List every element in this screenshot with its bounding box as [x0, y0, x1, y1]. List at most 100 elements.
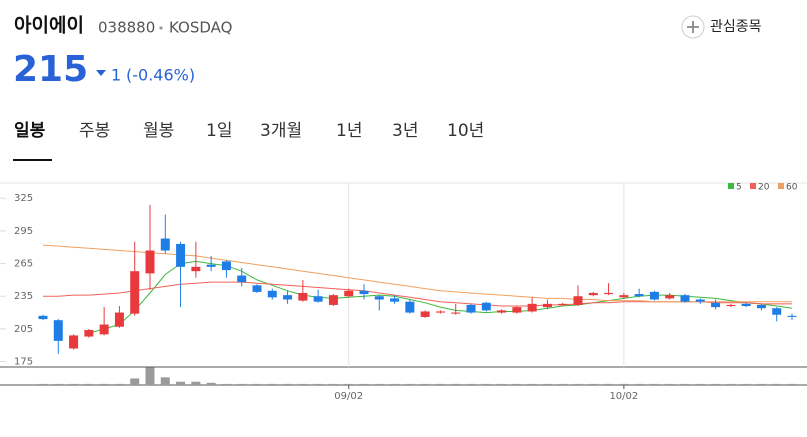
candle-body [573, 296, 583, 305]
candle-body [191, 266, 201, 272]
volume-bar [84, 383, 94, 385]
tabs: 일봉 주봉 월봉 1일 3개월 1년 3년 10년 [14, 121, 484, 141]
candle-body [38, 315, 48, 320]
stock-code: 038880 [98, 19, 155, 37]
volume-bar [741, 383, 751, 385]
volume-bar [680, 383, 690, 385]
volume-bar [374, 383, 384, 385]
candle-body [252, 285, 262, 292]
tab[interactable]: 일봉 [14, 121, 46, 141]
candle-body [344, 290, 354, 297]
candle-body [84, 329, 94, 337]
volume-bar [558, 383, 568, 385]
candle-body [130, 271, 140, 314]
watch-label: 관심종목 [710, 19, 762, 35]
legend-swatch [778, 183, 784, 189]
tab[interactable]: 3년 [392, 121, 418, 141]
ma-line [42, 244, 792, 303]
candle-body [176, 243, 186, 267]
volume-bar [69, 383, 79, 385]
volume-bar [726, 383, 736, 385]
ma-line [88, 260, 793, 334]
volume-bar [542, 383, 552, 385]
candle-body [53, 320, 63, 341]
tab[interactable]: 1일 [206, 121, 232, 141]
tab[interactable]: 주봉 [79, 121, 110, 141]
price: 215 [13, 49, 88, 90]
plus [687, 21, 699, 33]
volume-bar [665, 383, 675, 385]
y-tick-label: 205 [14, 324, 33, 335]
volume-bar [99, 383, 109, 385]
legend-swatch [750, 183, 756, 189]
y-tick-label: 175 [14, 357, 33, 368]
volume-bar [604, 383, 614, 385]
tab-underline [13, 159, 52, 161]
volume-bar [160, 377, 170, 385]
volume-bar [267, 383, 277, 385]
candle-body [756, 304, 766, 309]
volume-bar [390, 383, 400, 385]
volume-bar [130, 378, 140, 385]
volume-bar [191, 381, 201, 385]
tab[interactable]: 3개월 [260, 121, 302, 141]
tab[interactable]: 10년 [447, 121, 484, 141]
volume-bar [481, 383, 491, 385]
candle-body [634, 294, 644, 297]
candle-body [527, 303, 537, 312]
watch-icon [681, 15, 705, 39]
volume-bar [634, 383, 644, 385]
volume-bar [573, 383, 583, 385]
watch-button[interactable]: 관심종목 [681, 15, 762, 39]
candle-body [665, 295, 675, 299]
candle-body [604, 292, 614, 295]
volume-bar [313, 383, 323, 385]
candle-body [69, 335, 79, 349]
y-tick-label: 325 [14, 193, 33, 204]
candle-body [711, 302, 721, 308]
candle-body [99, 324, 109, 335]
volume-bar [451, 383, 461, 385]
volume-bar [420, 383, 430, 385]
volume-bar [206, 382, 216, 385]
volume-bar [497, 383, 507, 385]
volume-bar [435, 383, 445, 385]
candle-body [221, 261, 231, 271]
volume-bar [466, 383, 476, 385]
candle-body [313, 296, 323, 302]
separator [159, 26, 163, 30]
volume-bar [283, 383, 293, 385]
volume-bar [53, 383, 63, 385]
candle-body [588, 292, 598, 296]
tab[interactable]: 월봉 [143, 121, 174, 141]
candle-body [298, 292, 308, 301]
legend-label: 5 [736, 183, 742, 193]
volume-bar [328, 383, 338, 385]
volume-bar [252, 383, 262, 385]
candle-body [267, 290, 277, 298]
volume-bar [711, 383, 721, 385]
candle-body [787, 315, 797, 317]
volume-bar [756, 383, 766, 385]
ma-line [43, 281, 792, 307]
tab[interactable]: 1년 [336, 121, 362, 141]
volume-bar [619, 383, 629, 385]
volume-bar [512, 383, 522, 385]
volume-bar [527, 383, 537, 385]
stock-name: 아이에이 [14, 15, 84, 37]
volume-bar [221, 383, 231, 385]
candle-body [741, 303, 751, 307]
candle-body [726, 304, 736, 307]
volume-bar [145, 367, 155, 385]
candle-body [206, 264, 216, 267]
change: 1 [111, 66, 121, 85]
x-tick-label: 09/02 [334, 391, 363, 402]
volume-bar [176, 381, 186, 385]
down-arrow [96, 70, 106, 76]
x-tick-label: 10/02 [609, 391, 638, 402]
candle-body [405, 301, 415, 313]
change-pct: (-0.46%) [126, 66, 195, 85]
candle-body [359, 290, 369, 295]
candle-body [497, 310, 507, 313]
candle-body [451, 312, 461, 314]
